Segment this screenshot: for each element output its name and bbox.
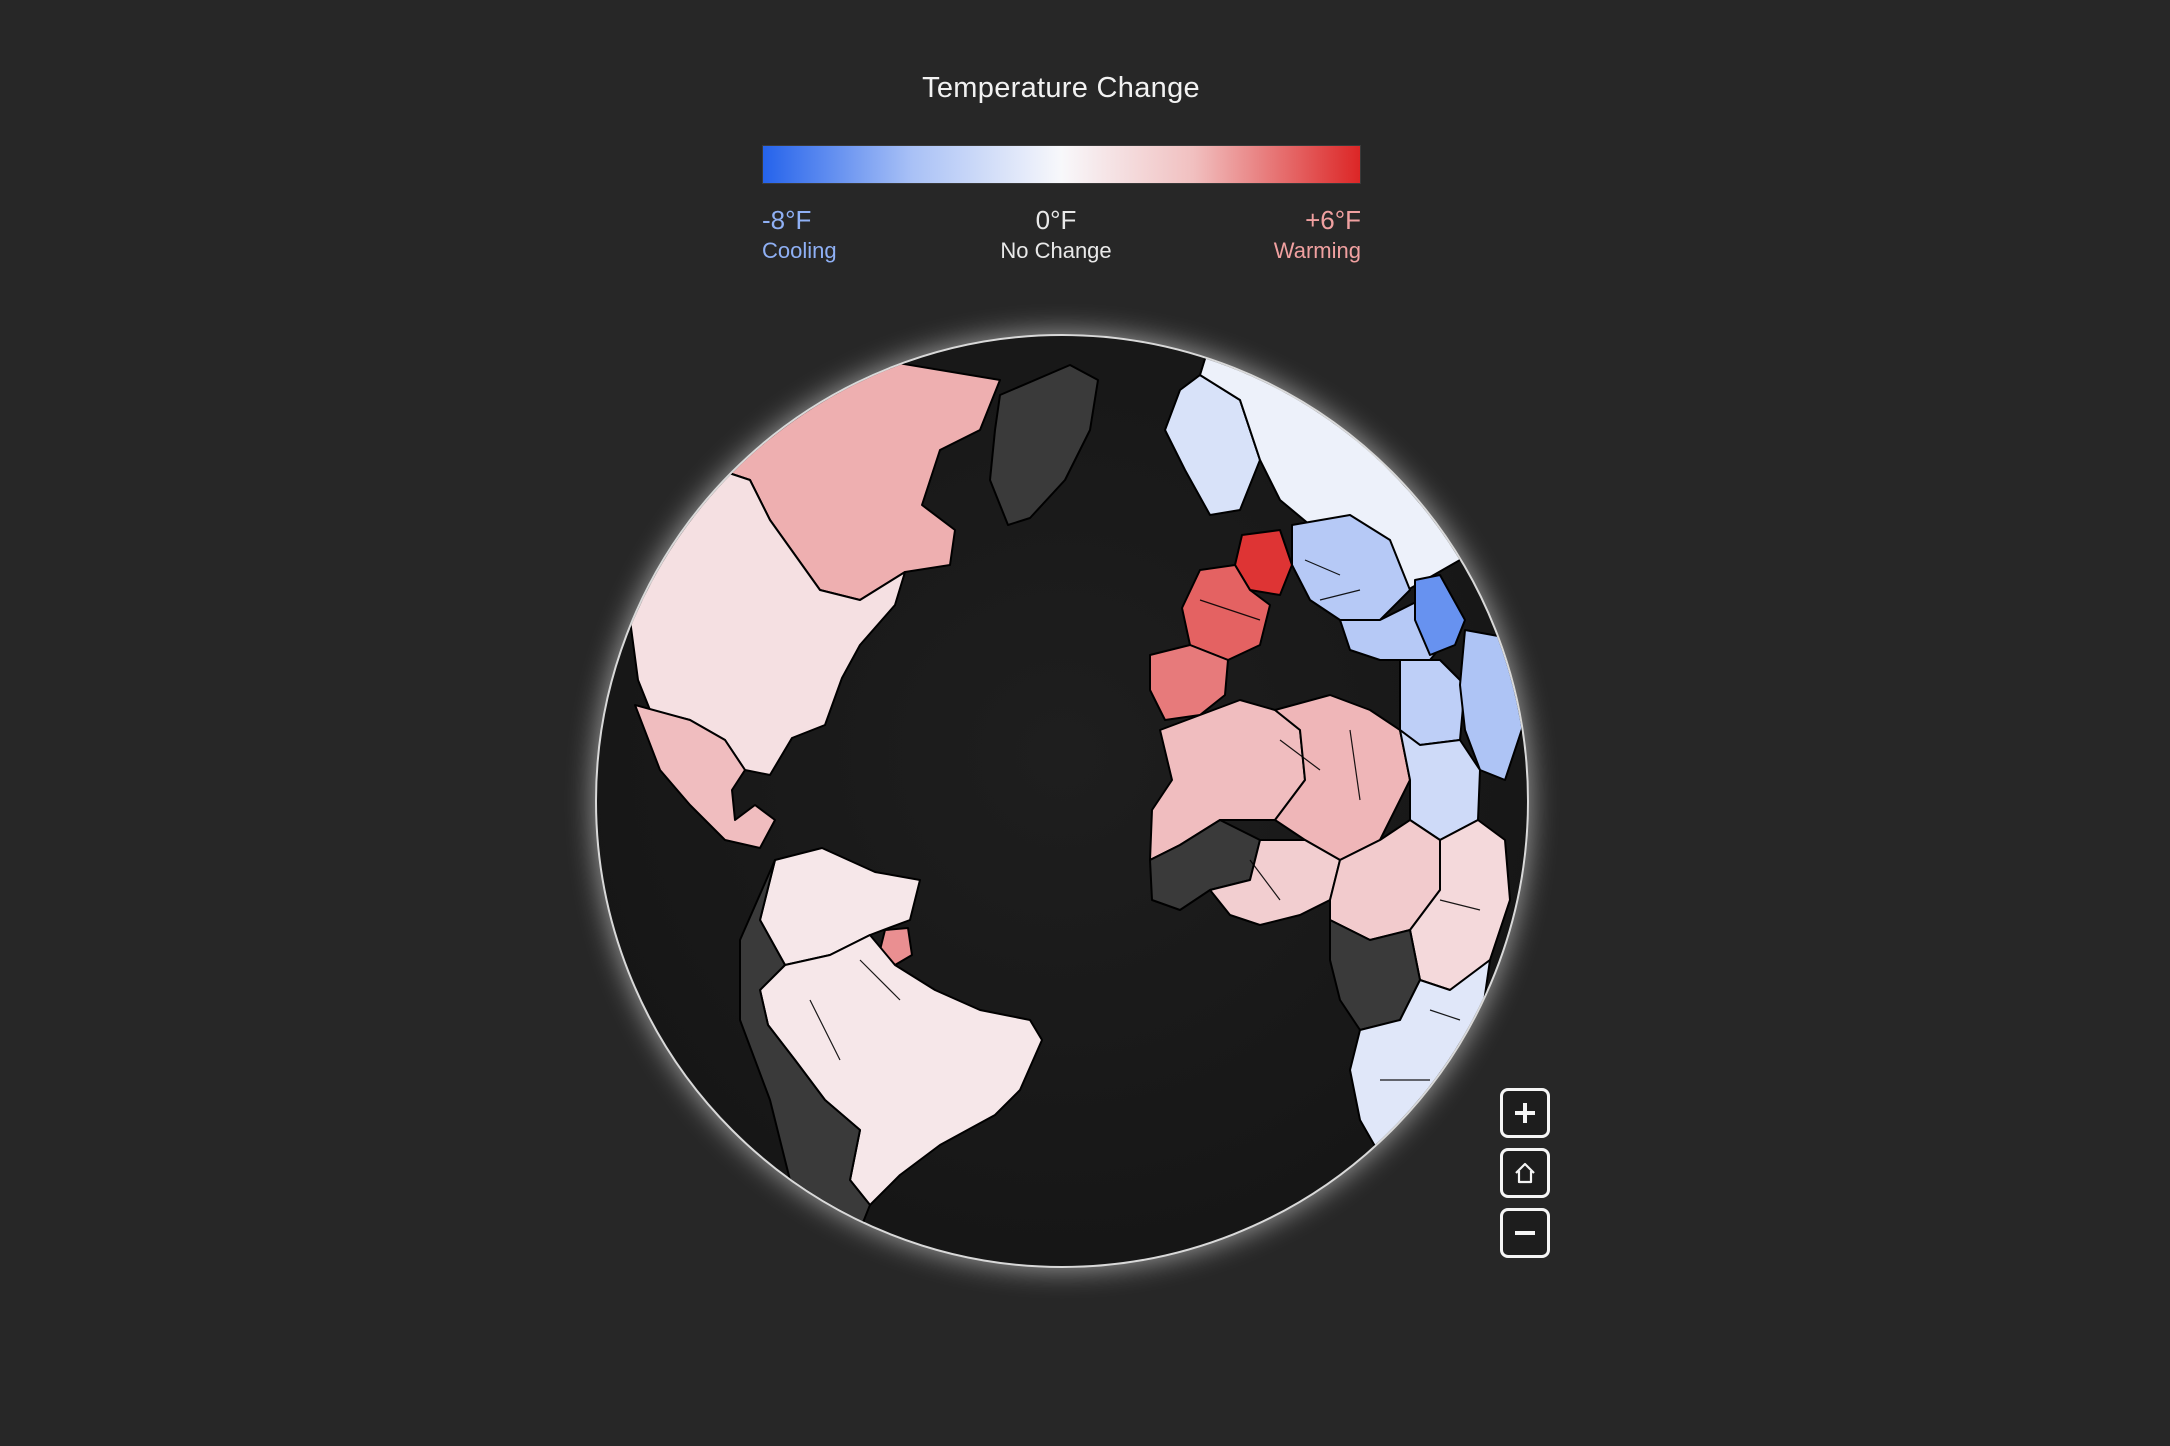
- legend-max-label: Warming: [1273, 238, 1361, 263]
- zoom-in-button[interactable]: [1500, 1088, 1550, 1138]
- color-scale-bar: [762, 145, 1361, 184]
- zoom-out-button[interactable]: [1500, 1208, 1550, 1258]
- legend-max-value: +6°F: [1305, 205, 1361, 235]
- plus-icon: [1515, 1103, 1535, 1123]
- home-icon: [1515, 1162, 1535, 1184]
- legend-min-value: -8°F: [762, 205, 812, 235]
- region-greenland[interactable]: [989, 364, 1099, 526]
- legend-mid-value: 0°F: [1035, 205, 1077, 235]
- minus-icon: [1515, 1231, 1535, 1235]
- legend-min-label: Cooling: [762, 238, 837, 263]
- region-south-america-west[interactable]: [739, 859, 871, 1251]
- map-title: Temperature Change: [922, 72, 1200, 104]
- home-button[interactable]: [1500, 1148, 1550, 1198]
- region-france[interactable]: [1181, 564, 1271, 661]
- internal-borders: [809, 559, 1481, 1081]
- region-mexico[interactable]: [634, 704, 776, 849]
- globe-map[interactable]: [560, 300, 1560, 1300]
- region-spain[interactable]: [1149, 644, 1229, 721]
- region-levant[interactable]: [1414, 574, 1466, 656]
- legend-mid-label: No Change: [1000, 238, 1112, 263]
- globe-container[interactable]: [560, 300, 1560, 1300]
